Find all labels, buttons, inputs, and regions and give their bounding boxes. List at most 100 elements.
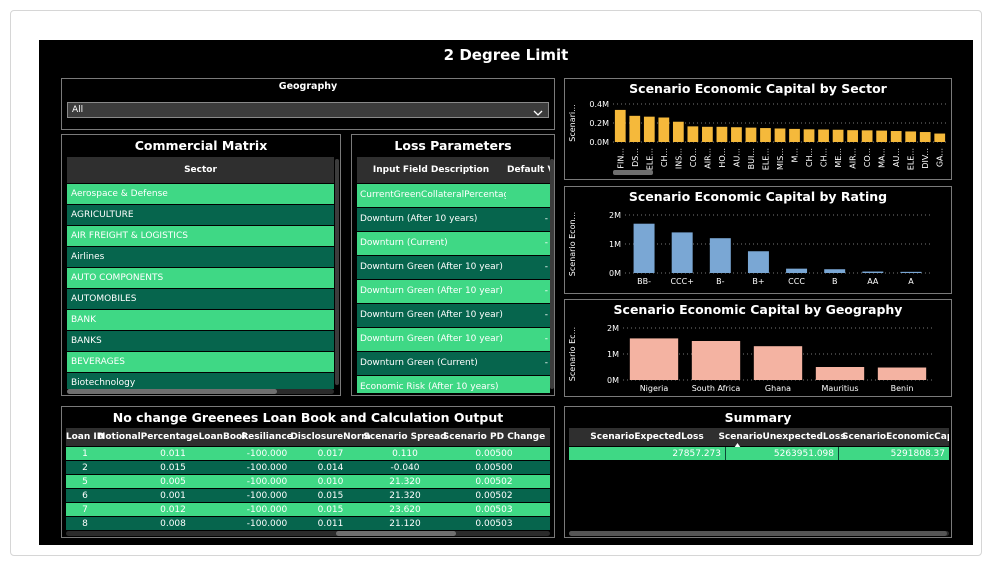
sector-column-header[interactable]: Sector	[67, 157, 334, 183]
loss-parameter-row[interactable]: Downturn Green (After 10 year) -	[357, 256, 550, 279]
rating-bar[interactable]	[900, 271, 922, 273]
sector-list-item[interactable]: BANK	[67, 310, 334, 330]
expected-loss-header[interactable]: ScenarioExpectedLoss	[590, 432, 704, 442]
loan-book-row[interactable]: 1 0.011 -100.000 0.017 0.110 0.00500	[66, 447, 550, 460]
sector-bar[interactable]	[919, 132, 931, 142]
loss-parameter-row[interactable]: Downturn (After 10 years) -	[357, 208, 550, 231]
sector-bar[interactable]	[643, 116, 655, 142]
sector-bar[interactable]	[890, 131, 902, 142]
geography-bar[interactable]	[815, 367, 865, 380]
loan-book-header: Loan ID NotionalPercentageLoanBook Resilia…	[66, 428, 550, 446]
horizontal-scrollbar[interactable]	[613, 170, 653, 175]
sector-x-tick-label: MA...	[878, 148, 887, 168]
loan-book-row[interactable]: 8 0.008 -100.000 0.011 21.120 0.00503	[66, 517, 550, 530]
sector-list-item[interactable]: BEVERAGES	[67, 352, 334, 372]
loan-book-cell: -100.000	[246, 504, 288, 515]
geography-bar[interactable]	[691, 341, 741, 380]
sector-bar[interactable]	[702, 126, 713, 142]
loan-book-row[interactable]: 5 0.005 -100.000 0.010 21.320 0.00502	[66, 475, 550, 488]
parameter-description: Downturn Green (Current)	[360, 358, 478, 368]
loan-book-row[interactable]: 2 0.015 -100.000 0.014 -0.040 0.00500	[66, 461, 550, 474]
loan-book-column-header[interactable]: Resiliance	[241, 432, 293, 442]
rating-x-tick-label: BB-	[637, 277, 651, 286]
parameter-default-value: -	[544, 310, 548, 320]
sector-bar[interactable]	[731, 127, 742, 142]
vertical-scrollbar[interactable]	[335, 159, 339, 385]
loan-book-column-header[interactable]: Scenario Spread	[363, 432, 447, 442]
parameter-description: Downturn Green (After 10 year)	[360, 334, 503, 344]
geography-chart-title: Scenario Economic Capital by Geography	[614, 302, 903, 317]
rating-bar[interactable]	[824, 269, 846, 273]
sector-bar[interactable]	[847, 130, 858, 142]
sector-bar[interactable]	[745, 127, 757, 142]
geography-bar[interactable]	[753, 346, 803, 380]
sector-bar[interactable]	[672, 121, 684, 142]
sector-bar[interactable]	[832, 129, 844, 142]
sector-y-tick-label: 0.2M	[589, 119, 609, 128]
sector-bar[interactable]	[760, 128, 771, 142]
sector-list-item[interactable]: AIR FREIGHT & LOGISTICS	[67, 226, 334, 246]
geography-bar[interactable]	[629, 338, 679, 380]
sector-bar[interactable]	[861, 130, 873, 142]
loan-book-column-header[interactable]: Loan ID	[65, 432, 105, 442]
loss-parameter-row[interactable]: Downturn Green (After 10 year) -	[357, 304, 550, 327]
parameter-description: Downturn (Current)	[360, 238, 448, 248]
sector-list-item[interactable]: BANKS	[67, 331, 334, 351]
geography-dropdown[interactable]: All	[67, 102, 549, 118]
vertical-scrollbar[interactable]	[550, 159, 554, 389]
sector-bar[interactable]	[876, 130, 888, 142]
sector-bar[interactable]	[818, 129, 829, 142]
loss-parameter-row[interactable]: Downturn Green (After 10 year) -	[357, 328, 550, 351]
sector-bar[interactable]	[774, 128, 786, 142]
horizontal-scrollbar[interactable]	[66, 531, 550, 536]
loss-parameter-row[interactable]: CurrentGreenCollateralPercentage	[357, 184, 550, 207]
sector-bar[interactable]	[629, 115, 641, 142]
unexpected-loss-header[interactable]: ScenarioUnexpectedLoss	[718, 432, 846, 442]
loan-book-column-header[interactable]: Scenario PD Change	[442, 432, 546, 442]
rating-bar-chart: Scenario Economic Capital by Rating Scena…	[568, 189, 930, 286]
sector-bar[interactable]	[658, 117, 670, 142]
sector-bar[interactable]	[934, 133, 946, 142]
commercial-matrix-title: Commercial Matrix	[134, 138, 268, 153]
loan-book-column-header[interactable]: DisclosureNorm	[290, 432, 371, 442]
rating-bar[interactable]	[709, 238, 731, 273]
geography-x-tick-label: Ghana	[765, 384, 791, 393]
sector-bar[interactable]	[789, 128, 800, 142]
summary-row[interactable]: 27857.273 5263951.098 5291808.37	[569, 447, 949, 460]
loan-book-row[interactable]: 6 0.001 -100.000 0.015 21.320 0.00502	[66, 489, 550, 502]
rating-bar[interactable]	[671, 232, 693, 273]
sector-bar[interactable]	[687, 126, 699, 142]
rating-bar[interactable]	[747, 251, 769, 273]
geography-bar[interactable]	[877, 367, 927, 380]
sector-list-item[interactable]: Airlines	[67, 247, 334, 267]
sector-bar[interactable]	[716, 126, 728, 142]
sector-list-item[interactable]: AGRICULTURE	[67, 205, 334, 225]
loan-book-cell: 0.008	[160, 518, 186, 529]
rating-y-axis-label: Scenario Econ...	[568, 212, 577, 276]
sector-list-item[interactable]: Aerospace & Defense	[67, 184, 334, 204]
rating-bar[interactable]	[862, 271, 884, 273]
sector-list-item[interactable]: AUTO COMPONENTS	[67, 268, 334, 288]
commercial-matrix-panel: Commercial Matrix Sector Aerospace & Def…	[61, 134, 341, 396]
horizontal-scrollbar[interactable]	[67, 389, 334, 394]
loan-book-row[interactable]: 7 0.012 -100.000 0.015 23.620 0.00503	[66, 503, 550, 516]
input-field-description-header[interactable]: Input Field Description	[372, 165, 490, 175]
loss-parameter-row[interactable]: Downturn Green (After 10 year) -	[357, 280, 550, 303]
sector-x-tick-label: ELE...	[761, 148, 770, 170]
rating-bar[interactable]	[786, 268, 808, 273]
loss-parameter-row[interactable]: Downturn (Current) -	[357, 232, 550, 255]
default-value-header[interactable]: Default V	[507, 165, 551, 175]
loss-parameter-row[interactable]: Economic Risk (After 10 years)	[357, 376, 550, 393]
horizontal-scrollbar[interactable]	[569, 531, 949, 536]
expected-loss-value: 27857.273	[569, 447, 726, 460]
loan-book-column-header[interactable]: NotionalPercentageLoanBook	[97, 432, 249, 442]
sector-list-item[interactable]: AUTOMOBILES	[67, 289, 334, 309]
sector-bar[interactable]	[803, 129, 815, 142]
loss-parameter-row[interactable]: Downturn Green (Current) -	[357, 352, 550, 375]
geography-slicer: Geography All	[61, 78, 555, 130]
sector-list-item[interactable]: Biotechnology	[67, 373, 334, 389]
sector-bar[interactable]	[905, 131, 917, 142]
rating-bar[interactable]	[633, 223, 655, 273]
sector-bar[interactable]	[614, 109, 626, 142]
